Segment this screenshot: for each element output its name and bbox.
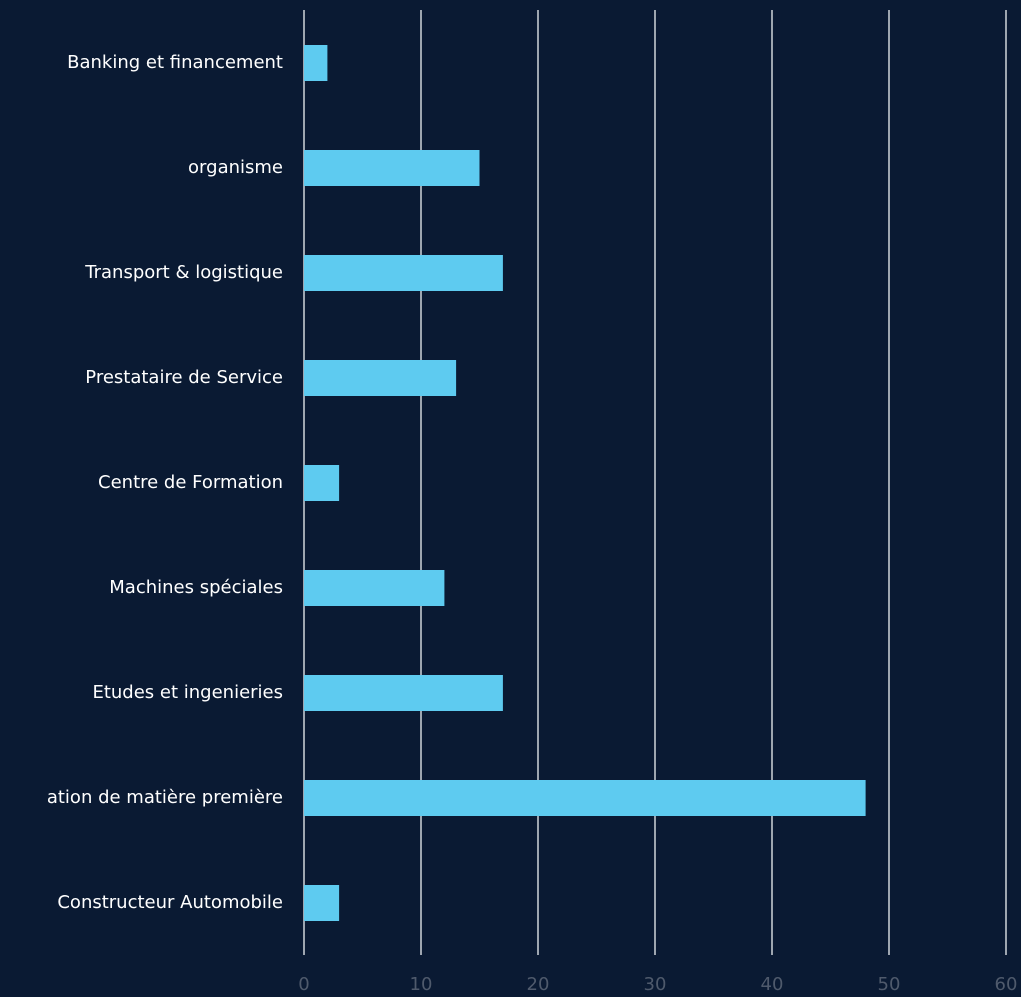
y-tick-label: Constructeur Automobile: [57, 892, 283, 913]
y-tick-label: Transport & logistique: [84, 262, 283, 283]
bar: [304, 465, 340, 501]
bar: [304, 675, 503, 711]
bar: [304, 360, 457, 396]
x-tick-label: 40: [761, 974, 784, 995]
bar: [304, 885, 340, 921]
y-tick-label: organisme: [188, 157, 283, 178]
x-tick-label: 50: [878, 974, 901, 995]
bar: [304, 780, 866, 816]
x-tick-label: 0: [298, 974, 309, 995]
bar: [304, 255, 503, 291]
y-tick-label: Banking et financement: [67, 52, 283, 73]
x-tick-label: 20: [527, 974, 550, 995]
bar: [304, 150, 480, 186]
x-tick-label: 30: [644, 974, 667, 995]
y-tick-label: Prestataire de Service: [85, 367, 283, 388]
bar: [304, 45, 328, 81]
y-tick-label: Centre de Formation: [98, 472, 283, 493]
y-tick-label: ation de matière première: [47, 787, 283, 808]
x-tick-label: 60: [995, 974, 1018, 995]
x-tick-label: 10: [410, 974, 433, 995]
bar: [304, 570, 445, 606]
y-tick-label: Machines spéciales: [109, 577, 283, 598]
y-tick-label: Etudes et ingenieries: [92, 682, 283, 703]
